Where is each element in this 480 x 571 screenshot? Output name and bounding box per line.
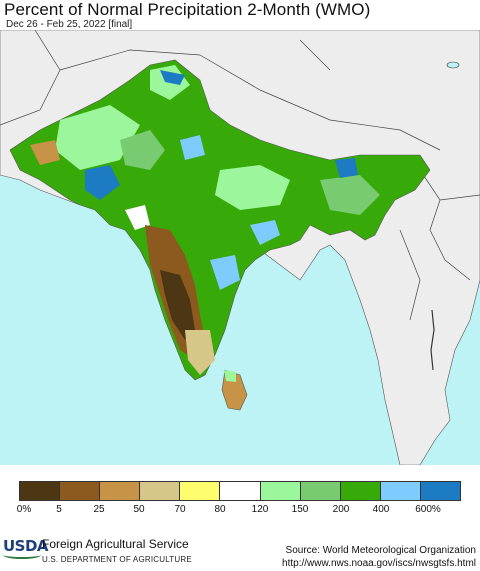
legend-ticks: 0% 5 25 50 70 80 120 150 200 400 600%	[0, 504, 480, 518]
legend-tick: 150	[291, 504, 309, 515]
legend-swatch	[420, 482, 461, 500]
legend-tick: 70	[174, 504, 186, 515]
legend-tick: 600%	[415, 504, 441, 515]
patch-150	[55, 105, 140, 170]
department-name: U.S. DEPARTMENT OF AGRICULTURE	[42, 555, 192, 564]
legend-tick: 200	[332, 504, 350, 515]
patch-400	[85, 165, 120, 200]
legend-tick: 50	[133, 504, 145, 515]
patch-very-dry	[160, 270, 195, 340]
legend-tick: 25	[93, 504, 105, 515]
patch-400	[160, 70, 185, 85]
usda-logo-arc	[3, 551, 41, 559]
legend-swatch	[60, 482, 101, 500]
patch-400	[335, 158, 358, 178]
legend-tick: 5	[56, 504, 62, 515]
patch-400	[250, 220, 280, 245]
legend-swatch	[20, 482, 61, 500]
legend-tick: 400	[372, 504, 390, 515]
map-title: Percent of Normal Precipitation 2-Month …	[4, 0, 371, 19]
legend-swatch	[300, 482, 341, 500]
precipitation-map	[0, 30, 480, 465]
agency-name: Foreign Agricultural Service	[42, 537, 189, 551]
patch-dry-edge	[185, 330, 215, 375]
legend-swatch	[340, 482, 381, 500]
source-url[interactable]: http://www.nws.noaa.gov/iscs/nwsgtsfs.ht…	[282, 558, 476, 569]
patch-400	[180, 135, 205, 160]
legend-tick: 0%	[16, 504, 32, 515]
legend-swatch	[100, 482, 141, 500]
legend-swatch	[140, 482, 181, 500]
sri-lanka-north	[224, 370, 236, 382]
patch-150	[215, 165, 290, 210]
footer: USDA Foreign Agricultural Service U.S. D…	[0, 535, 480, 571]
color-legend	[19, 481, 461, 501]
patch-150	[320, 175, 380, 215]
source-credit: Source: World Meteorological Organizatio…	[285, 545, 476, 556]
legend-tick: 80	[214, 504, 226, 515]
patch-normal	[125, 205, 150, 230]
patch-dry	[30, 140, 60, 165]
patch-400	[210, 255, 240, 290]
legend-swatch	[260, 482, 301, 500]
legend-swatch	[380, 482, 421, 500]
patch-200	[120, 130, 165, 170]
lake	[446, 61, 460, 69]
legend-swatch	[180, 482, 221, 500]
usda-logo: USDA	[3, 537, 49, 559]
andaman-islands	[430, 309, 435, 371]
legend-tick: 120	[251, 504, 269, 515]
legend-swatch	[220, 482, 261, 500]
country-borders	[0, 30, 480, 321]
date-range: Dec 26 - Feb 25, 2022 [final]	[6, 19, 133, 30]
